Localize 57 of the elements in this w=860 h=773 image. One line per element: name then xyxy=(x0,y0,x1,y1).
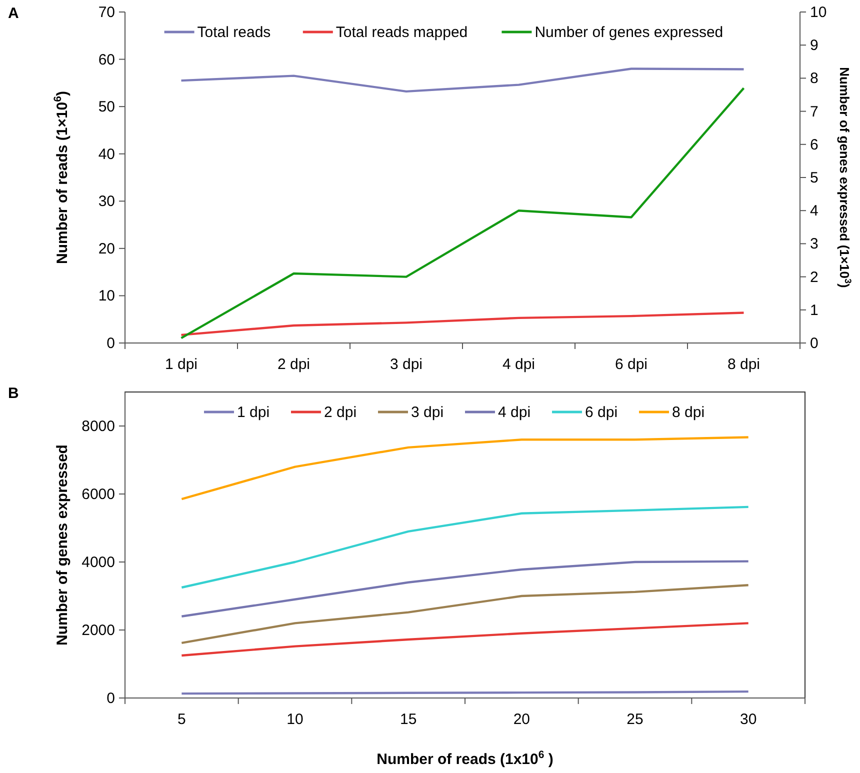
y2-tick-label: 7 xyxy=(810,103,818,120)
y2-tick-label: 6 xyxy=(810,136,818,154)
chart-title: B xyxy=(8,385,19,402)
y2-tick-label: 0 xyxy=(810,335,818,352)
y-tick-label: 2000 xyxy=(82,622,115,639)
line-series xyxy=(180,560,750,618)
x-tick-label: 10 xyxy=(286,711,304,728)
y2-tick-label: 5 xyxy=(810,170,818,186)
legend-label: Total reads xyxy=(197,24,271,41)
x-tick-label: 1 dpi xyxy=(164,356,198,373)
y-tick-label: 6000 xyxy=(82,486,115,503)
y-tick-label: 4000 xyxy=(82,554,115,571)
chart-title: A xyxy=(8,5,19,22)
legend-label: 2 dpi xyxy=(324,404,357,421)
y2-tick-label: 10 xyxy=(810,4,827,21)
line-series xyxy=(180,312,745,336)
y2-tick-label: 9 xyxy=(810,37,818,54)
line-series xyxy=(180,584,750,644)
y-tick-label: 0 xyxy=(106,335,115,352)
y-axis-title: Number of genes expressed xyxy=(54,444,71,646)
x-tick-label: 6 dpi xyxy=(614,356,648,373)
y-tick-label: 70 xyxy=(98,4,115,21)
y-tick-label: 40 xyxy=(98,146,115,163)
y-tick-label: 20 xyxy=(98,240,115,258)
x-tick-label: 8 dpi xyxy=(727,356,760,373)
y2-tick-label: 2 xyxy=(810,268,818,286)
y2-tick-label: 1 xyxy=(810,302,818,319)
x-tick-label: 2 dpi xyxy=(277,356,310,373)
x-tick-label: 4 dpi xyxy=(502,356,536,373)
y-tick-label: 8000 xyxy=(82,418,115,435)
x-tick-label: 15 xyxy=(400,711,417,728)
legend-label: 6 dpi xyxy=(585,404,618,421)
y-tick-label: 0 xyxy=(106,690,115,707)
line-series xyxy=(180,506,750,589)
x-axis-title: Number of reads (1x10$^{6}$ ) xyxy=(376,749,554,768)
legend-label: 3 dpi xyxy=(411,404,444,421)
x-tick-label: 25 xyxy=(626,711,644,728)
y2-tick-label: 4 xyxy=(810,202,818,220)
legend-label: 1 dpi xyxy=(237,404,270,421)
line-series xyxy=(180,87,745,340)
line-series xyxy=(180,436,750,500)
legend-label: 8 dpi xyxy=(672,404,705,421)
y-tick-label: 60 xyxy=(98,51,115,68)
x-tick-label: 30 xyxy=(740,711,757,728)
y-tick-label: 10 xyxy=(98,288,115,305)
y-tick-label: 30 xyxy=(98,193,115,210)
y-tick-label: 50 xyxy=(98,98,115,116)
y2-tick-label: 3 xyxy=(810,236,818,253)
line-series xyxy=(180,622,750,657)
x-tick-label: 3 dpi xyxy=(390,356,423,373)
x-tick-label: 20 xyxy=(513,711,530,728)
legend-label: Total reads mapped xyxy=(336,24,468,41)
y2-tick-label: 8 xyxy=(810,70,818,88)
x-tick-label: 5 xyxy=(177,711,186,728)
legend-label: Number of genes expressed xyxy=(534,24,724,41)
line-series xyxy=(180,68,745,93)
legend-label: 4 dpi xyxy=(498,404,531,421)
